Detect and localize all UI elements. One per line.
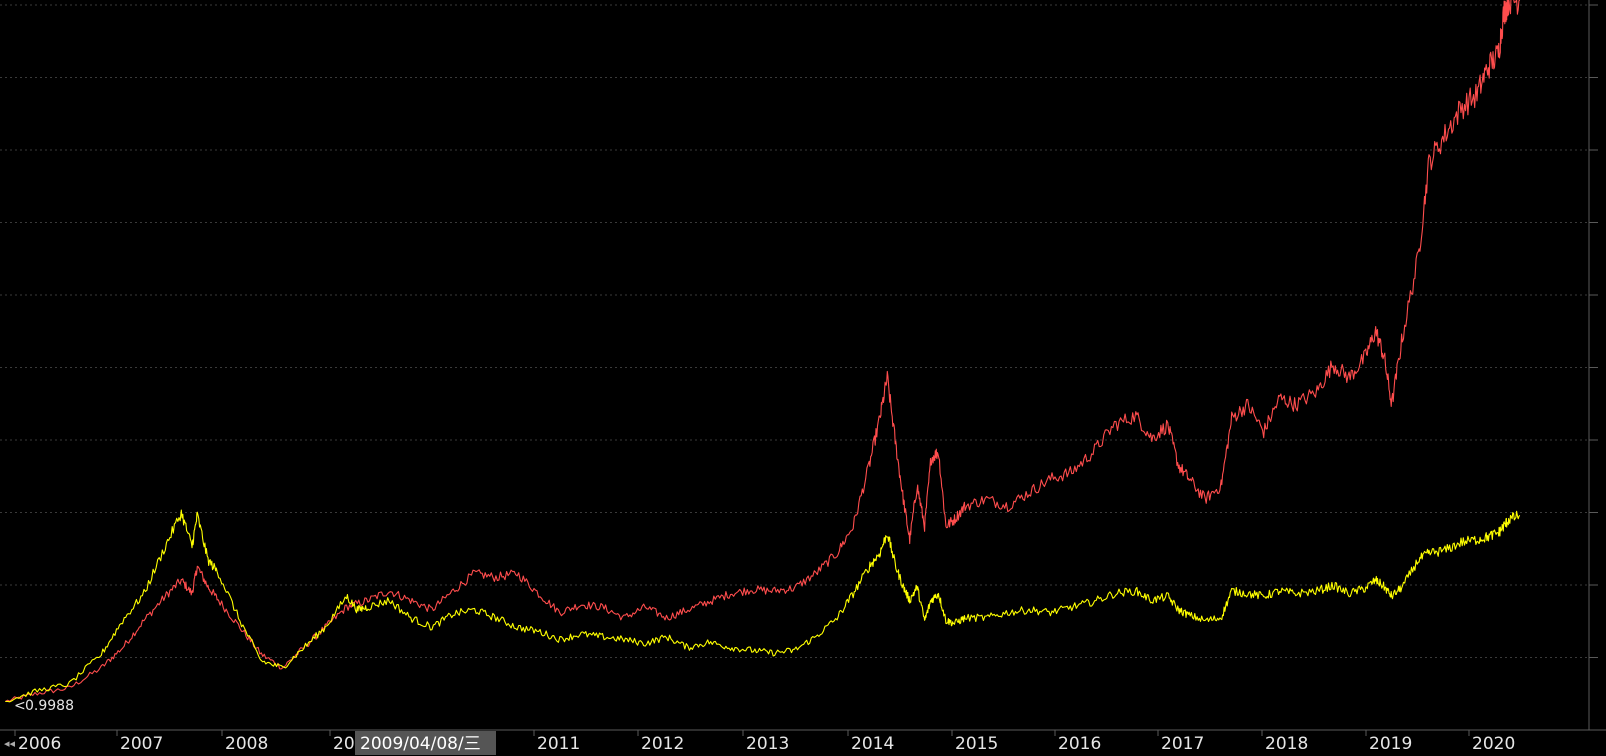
grid-lines	[0, 4, 1598, 658]
x-tick-label: 20	[333, 734, 355, 754]
x-tick-label: 2015	[955, 734, 998, 754]
x-tick-label: 2018	[1265, 734, 1308, 754]
x-tick-label: 2012	[641, 734, 684, 754]
start-value-arrow-icon: <	[14, 698, 26, 714]
x-tick-label: 2013	[746, 734, 789, 754]
x-tick-label: 2007	[120, 734, 163, 754]
series-layer	[5, 0, 1521, 703]
x-tick-label: 2014	[851, 734, 894, 754]
x-tick-label: 2008	[225, 734, 268, 754]
yellow-series-line	[5, 509, 1521, 703]
scroll-back-button[interactable]: ◂◂	[4, 737, 16, 750]
start-value-marker: < 0.9988	[14, 698, 74, 714]
cursor-date-label-bg	[355, 731, 496, 755]
cursor-date-label: 2009/04/08/三	[355, 731, 496, 755]
x-axis-ticks: 2006 2007 2008 20 2011 2012 2013 2014 2015 2016 20…	[14, 730, 1515, 754]
x-tick-label: 2019	[1369, 734, 1412, 754]
x-tick-label: 2011	[537, 734, 580, 754]
double-left-arrow-icon: ◂◂	[4, 737, 16, 750]
x-tick-label: 2006	[18, 734, 61, 754]
x-tick-label: 2017	[1161, 734, 1204, 754]
start-value-label: 0.9988	[25, 698, 74, 714]
x-tick-label: 2020	[1472, 734, 1515, 754]
x-tick-label: 2016	[1058, 734, 1101, 754]
cursor-date-label-text: 2009/04/08/三	[360, 734, 481, 754]
